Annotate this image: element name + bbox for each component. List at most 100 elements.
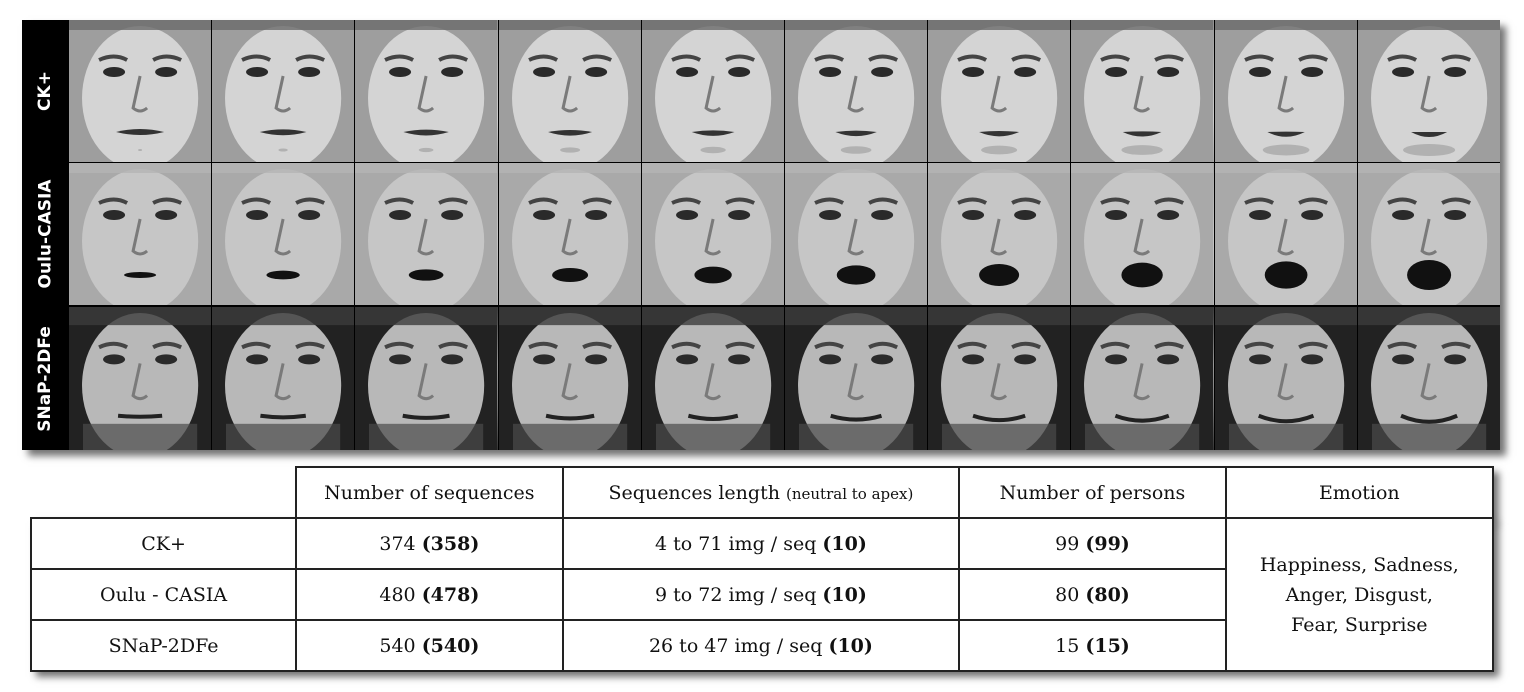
row-label-oulu: Oulu-CASIA xyxy=(22,163,68,305)
dataset-name: SNaP-2DFe xyxy=(29,619,298,672)
face-image xyxy=(928,163,1071,305)
sequences-cell: 540 (540) xyxy=(295,619,564,672)
face-frame xyxy=(355,307,498,450)
face-frame xyxy=(1357,20,1501,162)
face-frame xyxy=(641,307,785,450)
dataset-name: Oulu - CASIA xyxy=(29,568,298,621)
table-row: SNaP-2DFe 540 (540) 26 to 47 img / seq (… xyxy=(29,619,1493,672)
face-image xyxy=(928,307,1071,450)
emotion-line: Anger, Disgust, xyxy=(1285,583,1433,606)
face-frame xyxy=(928,163,1071,305)
length-range: 26 to 47 img / seq xyxy=(648,634,823,657)
grid-row-oulu: Oulu-CASIA xyxy=(22,163,1501,305)
face-image xyxy=(785,163,928,305)
face-frame xyxy=(212,20,355,162)
sequences-total: 540 xyxy=(379,634,416,657)
table-row: CK+ 374 (358) 4 to 71 img / seq (10) 99 … xyxy=(29,517,1495,672)
emotion-cell: Happiness, Sadness, Anger, Disgust, Fear… xyxy=(1224,517,1495,672)
face-frame xyxy=(928,307,1071,450)
persons-cell: 99 (99) xyxy=(958,517,1227,570)
face-image xyxy=(641,307,785,450)
face-frame xyxy=(1357,307,1501,450)
length-range: 4 to 71 img / seq xyxy=(655,532,817,555)
face-frame xyxy=(785,20,928,162)
length-used: (10) xyxy=(822,532,867,555)
face-frame xyxy=(1071,20,1214,162)
face-frame xyxy=(212,163,355,305)
face-image xyxy=(355,20,498,162)
face-image xyxy=(212,307,355,450)
face-image xyxy=(355,307,498,450)
face-image xyxy=(1071,163,1214,305)
emotion-line: Happiness, Sadness, xyxy=(1259,553,1459,576)
face-image xyxy=(498,307,641,450)
face-image xyxy=(1071,307,1214,450)
face-frame xyxy=(355,163,498,305)
length-used: (10) xyxy=(828,634,873,657)
sequences-used: (358) xyxy=(421,532,480,555)
face-image xyxy=(498,20,641,162)
sequences-used: (478) xyxy=(421,583,480,606)
persons-used: (80) xyxy=(1085,583,1130,606)
sequences-used: (540) xyxy=(421,634,480,657)
face-image xyxy=(69,307,212,450)
face-frame xyxy=(498,163,641,305)
length-used: (10) xyxy=(822,583,867,606)
row-label-text: CK+ xyxy=(35,71,55,111)
persons-total: 80 xyxy=(1055,583,1080,606)
face-frame xyxy=(498,20,641,162)
frames-oulu xyxy=(68,163,1501,305)
face-image xyxy=(1357,20,1501,162)
sequences-total: 480 xyxy=(379,583,416,606)
face-image xyxy=(1214,307,1357,450)
header-length: Sequences length (neutral to apex) xyxy=(561,466,961,519)
length-cell: 9 to 72 img / seq (10) xyxy=(561,568,961,621)
emotion-line: Fear, Surprise xyxy=(1291,613,1428,636)
face-frame xyxy=(1214,20,1357,162)
length-cell: 26 to 47 img / seq (10) xyxy=(561,619,961,672)
grid-row-ck: CK+ xyxy=(22,20,1501,162)
dataset-summary-table: Number of sequences Sequences length (ne… xyxy=(29,466,1495,672)
face-frame xyxy=(498,307,641,450)
face-image xyxy=(785,20,928,162)
length-cell: 4 to 71 img / seq (10) xyxy=(561,517,961,570)
persons-used: (15) xyxy=(1085,634,1130,657)
face-image xyxy=(641,163,785,305)
table-row: Oulu - CASIA 480 (478) 9 to 72 img / seq… xyxy=(29,568,1493,621)
face-image xyxy=(1357,163,1501,305)
face-image xyxy=(69,163,212,305)
frames-snap xyxy=(68,307,1501,450)
table-header-row: Number of sequences Sequences length (ne… xyxy=(31,466,1495,519)
row-label-text: Oulu-CASIA xyxy=(35,179,55,289)
face-frame xyxy=(212,307,355,450)
face-image xyxy=(1214,20,1357,162)
header-length-note: (neutral to apex) xyxy=(786,484,914,503)
face-frame xyxy=(69,307,212,450)
face-image xyxy=(641,20,785,162)
header-length-main: Sequences length xyxy=(608,481,780,504)
face-sequence-grid: CK+ Oulu-CASIA SNaP-2DFe xyxy=(22,20,1501,450)
face-image xyxy=(212,20,355,162)
sequences-cell: 374 (358) xyxy=(295,517,564,570)
face-frame xyxy=(355,20,498,162)
persons-total: 99 xyxy=(1055,532,1080,555)
face-image xyxy=(785,307,928,450)
face-image xyxy=(498,163,641,305)
face-frame xyxy=(641,20,785,162)
face-frame xyxy=(928,20,1071,162)
face-frame xyxy=(785,163,928,305)
face-frame xyxy=(1071,307,1214,450)
header-emotion: Emotion xyxy=(1224,466,1495,519)
face-frame xyxy=(1214,307,1357,450)
row-label-snap: SNaP-2DFe xyxy=(22,307,68,450)
row-label-text: SNaP-2DFe xyxy=(35,325,55,432)
face-image xyxy=(212,163,355,305)
sequences-cell: 480 (478) xyxy=(295,568,564,621)
dataset-summary-table-wrap: Number of sequences Sequences length (ne… xyxy=(29,466,1495,672)
dataset-name: CK+ xyxy=(29,517,298,570)
face-image xyxy=(1071,20,1214,162)
face-frame xyxy=(1357,163,1501,305)
persons-total: 15 xyxy=(1055,634,1080,657)
row-label-ck: CK+ xyxy=(22,20,68,162)
face-image xyxy=(1357,307,1501,450)
